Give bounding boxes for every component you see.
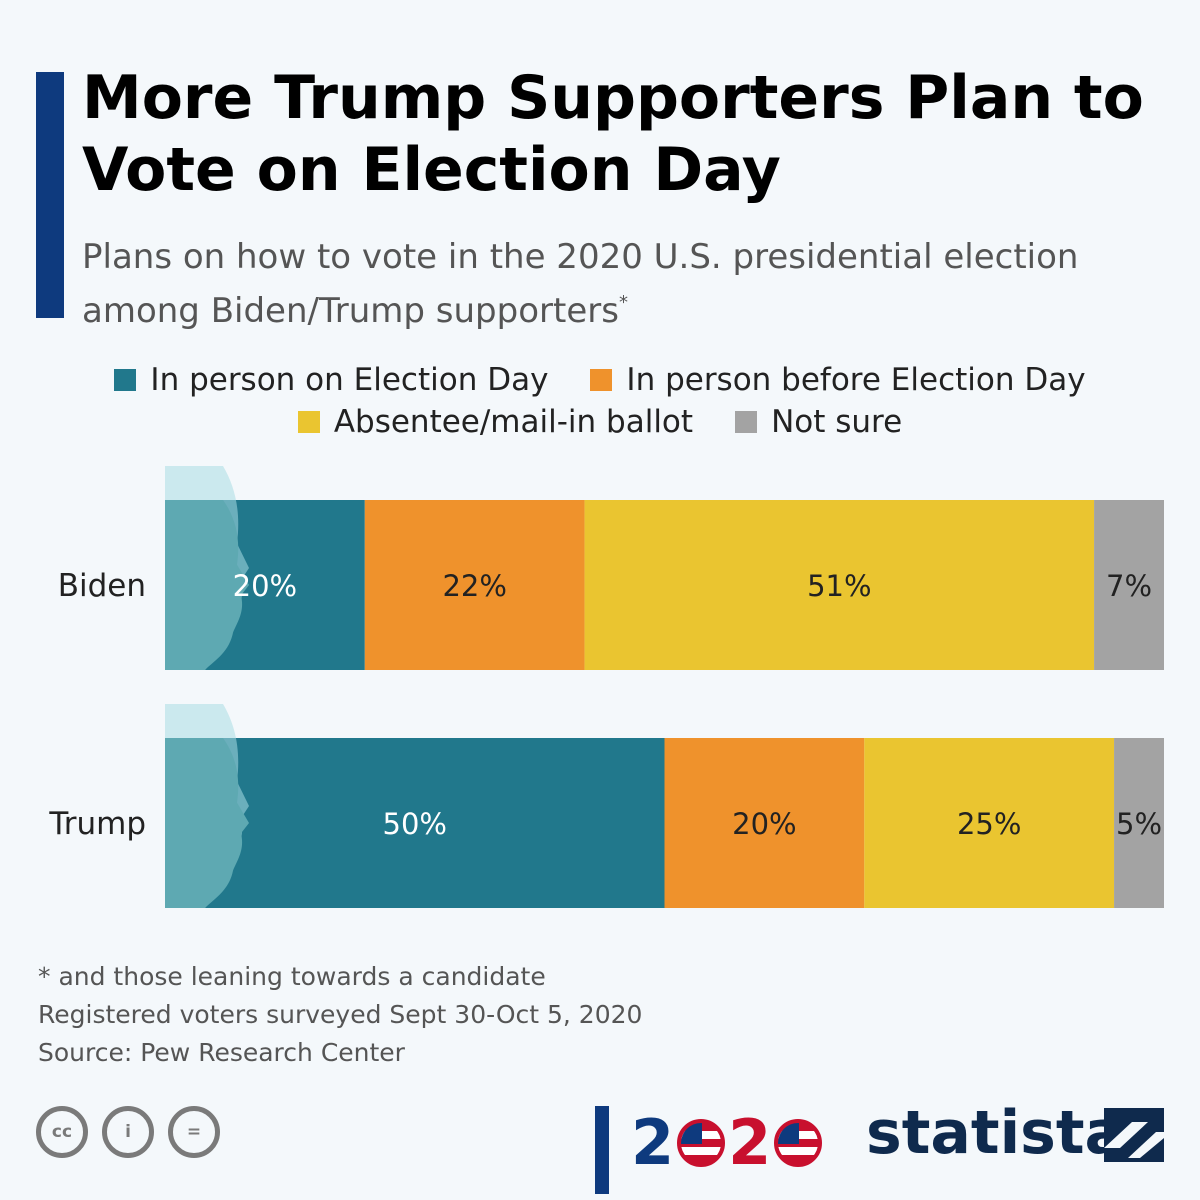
chart-subtitle: Plans on how to vote in the 2020 U.S. pr… xyxy=(82,234,1172,334)
legend-item-not-sure: Not sure xyxy=(735,404,902,440)
license-badges: cc i = xyxy=(36,1106,220,1158)
candidate-silhouette-icon xyxy=(165,500,249,670)
bar-segment-trump-1 xyxy=(664,738,865,908)
election-logo-bar xyxy=(595,1106,609,1194)
election-digit-two-red: 2 xyxy=(728,1106,772,1179)
cc-icon[interactable]: cc xyxy=(36,1106,88,1158)
bar-segment-trump-2 xyxy=(864,738,1115,908)
statista-logo-text[interactable]: statista xyxy=(866,1098,1126,1168)
legend-label-not-sure: Not sure xyxy=(771,404,903,440)
attribution-icon[interactable]: i xyxy=(102,1106,154,1158)
data-label-biden-1: 22% xyxy=(442,569,506,603)
legend-label-mail-in: Absentee/mail-in ballot xyxy=(333,404,694,440)
chart-title: More Trump Supporters Plan to Vote on El… xyxy=(82,63,1144,205)
legend-item-election-day: In person on Election Day xyxy=(114,362,548,398)
footnote-asterisk: * and those leaning towards a candidate xyxy=(38,962,546,991)
statista-mark-icon[interactable] xyxy=(1104,1108,1164,1162)
election-digit-two: 2 xyxy=(631,1106,675,1179)
flag-zero-icon xyxy=(677,1119,726,1167)
bar-segment-biden-3 xyxy=(1094,500,1164,670)
data-label-biden-0: 20% xyxy=(233,569,297,603)
legend-item-mail-in: Absentee/mail-in ballot xyxy=(297,404,694,440)
data-label-trump-3: 5% xyxy=(1116,807,1162,841)
data-label-trump-1: 20% xyxy=(732,807,796,841)
legend-label-election-day: In person on Election Day xyxy=(150,362,549,398)
data-label-trump-0: 50% xyxy=(383,807,447,841)
data-label-biden-3: 7% xyxy=(1106,569,1152,603)
no-derivatives-icon[interactable]: = xyxy=(168,1106,220,1158)
flag-zero-icon xyxy=(774,1119,823,1167)
legend-swatch-not-sure xyxy=(735,411,758,433)
category-label-biden: Biden xyxy=(58,568,146,604)
legend-swatch-election-day xyxy=(114,369,137,391)
data-label-biden-2: 51% xyxy=(807,569,871,603)
subtitle-asterisk: * xyxy=(618,292,628,313)
category-label-trump: Trump xyxy=(48,806,146,842)
legend-item-before-election-day: In person before Election Day xyxy=(590,362,1086,398)
footnote-survey: Registered voters surveyed Sept 30-Oct 5… xyxy=(38,1000,643,1029)
subtitle-text: Plans on how to vote in the 2020 U.S. pr… xyxy=(82,237,1079,331)
footnotes: * and those leaning towards a candidate … xyxy=(38,958,838,1072)
chart-legend: In person on Election Day In person befo… xyxy=(0,362,1200,440)
bar-segment-biden-2 xyxy=(584,500,1095,670)
candidate-silhouette-icon xyxy=(165,738,249,908)
legend-label-before-election-day: In person before Election Day xyxy=(626,362,1086,398)
bar-segment-trump-3 xyxy=(1114,738,1164,908)
data-label-trump-2: 25% xyxy=(957,807,1021,841)
footnote-source: Source: Pew Research Center xyxy=(38,1038,405,1067)
election-year: 2 2 xyxy=(631,1108,825,1178)
stacked-bar-chart: Biden 20% 22% 51% 7% Trump 50% 20% 25% 5% xyxy=(48,466,1164,908)
legend-swatch-before-election-day xyxy=(590,369,613,391)
bar-segment-biden-1 xyxy=(364,500,585,670)
legend-swatch-mail-in xyxy=(297,411,320,433)
title-accent-bar xyxy=(36,72,64,318)
